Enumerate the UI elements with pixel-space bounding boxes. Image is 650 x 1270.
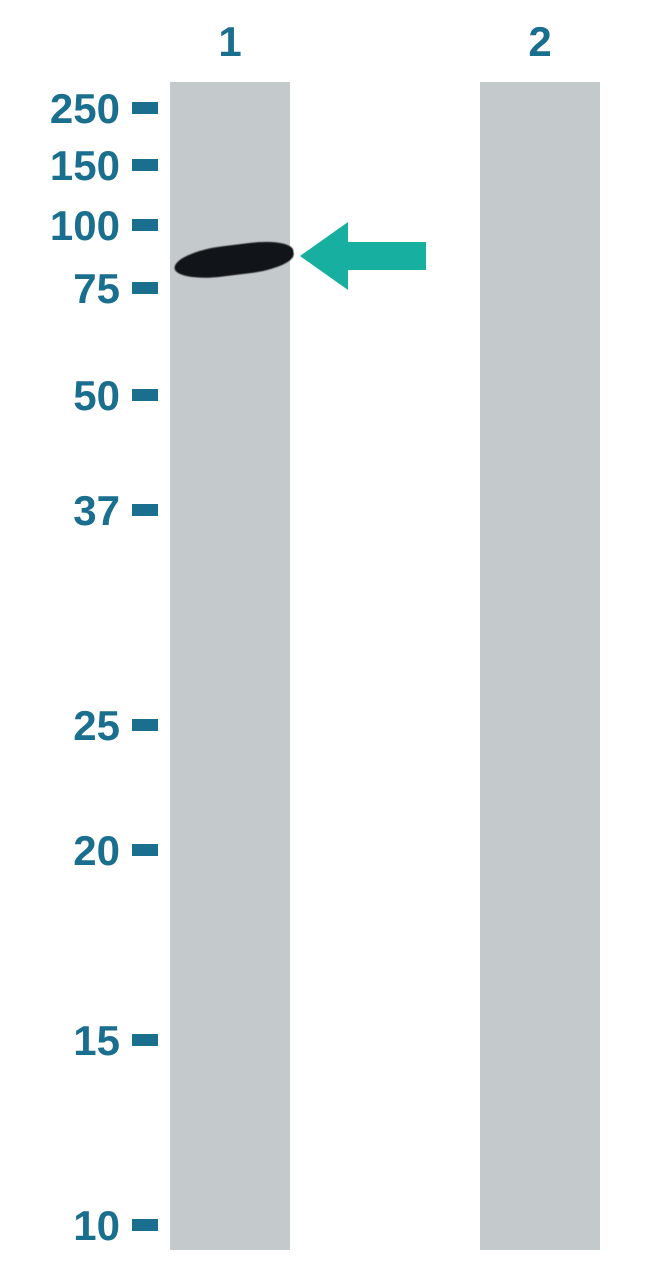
mw-tick-15 (132, 1034, 158, 1046)
arrow-head-icon (300, 222, 348, 290)
mw-label-15: 15 (73, 1017, 120, 1065)
mw-label-37: 37 (73, 487, 120, 535)
mw-label-10: 10 (73, 1202, 120, 1250)
mw-label-150: 150 (50, 142, 120, 190)
mw-tick-250 (132, 102, 158, 114)
band-indicator-arrow (300, 222, 426, 290)
lane-header-2: 2 (510, 18, 570, 66)
arrow-stem (348, 242, 426, 270)
lane-header-1: 1 (200, 18, 260, 66)
mw-tick-10 (132, 1219, 158, 1231)
mw-tick-50 (132, 389, 158, 401)
mw-tick-20 (132, 844, 158, 856)
mw-tick-100 (132, 219, 158, 231)
mw-label-25: 25 (73, 702, 120, 750)
mw-tick-25 (132, 719, 158, 731)
mw-label-75: 75 (73, 265, 120, 313)
mw-label-250: 250 (50, 85, 120, 133)
mw-label-50: 50 (73, 372, 120, 420)
mw-tick-37 (132, 504, 158, 516)
lane-2 (480, 82, 600, 1250)
mw-label-20: 20 (73, 827, 120, 875)
mw-label-100: 100 (50, 202, 120, 250)
blot-canvas: 1 2 250 150 100 75 50 37 25 20 15 10 (0, 0, 650, 1270)
mw-tick-150 (132, 159, 158, 171)
mw-tick-75 (132, 282, 158, 294)
